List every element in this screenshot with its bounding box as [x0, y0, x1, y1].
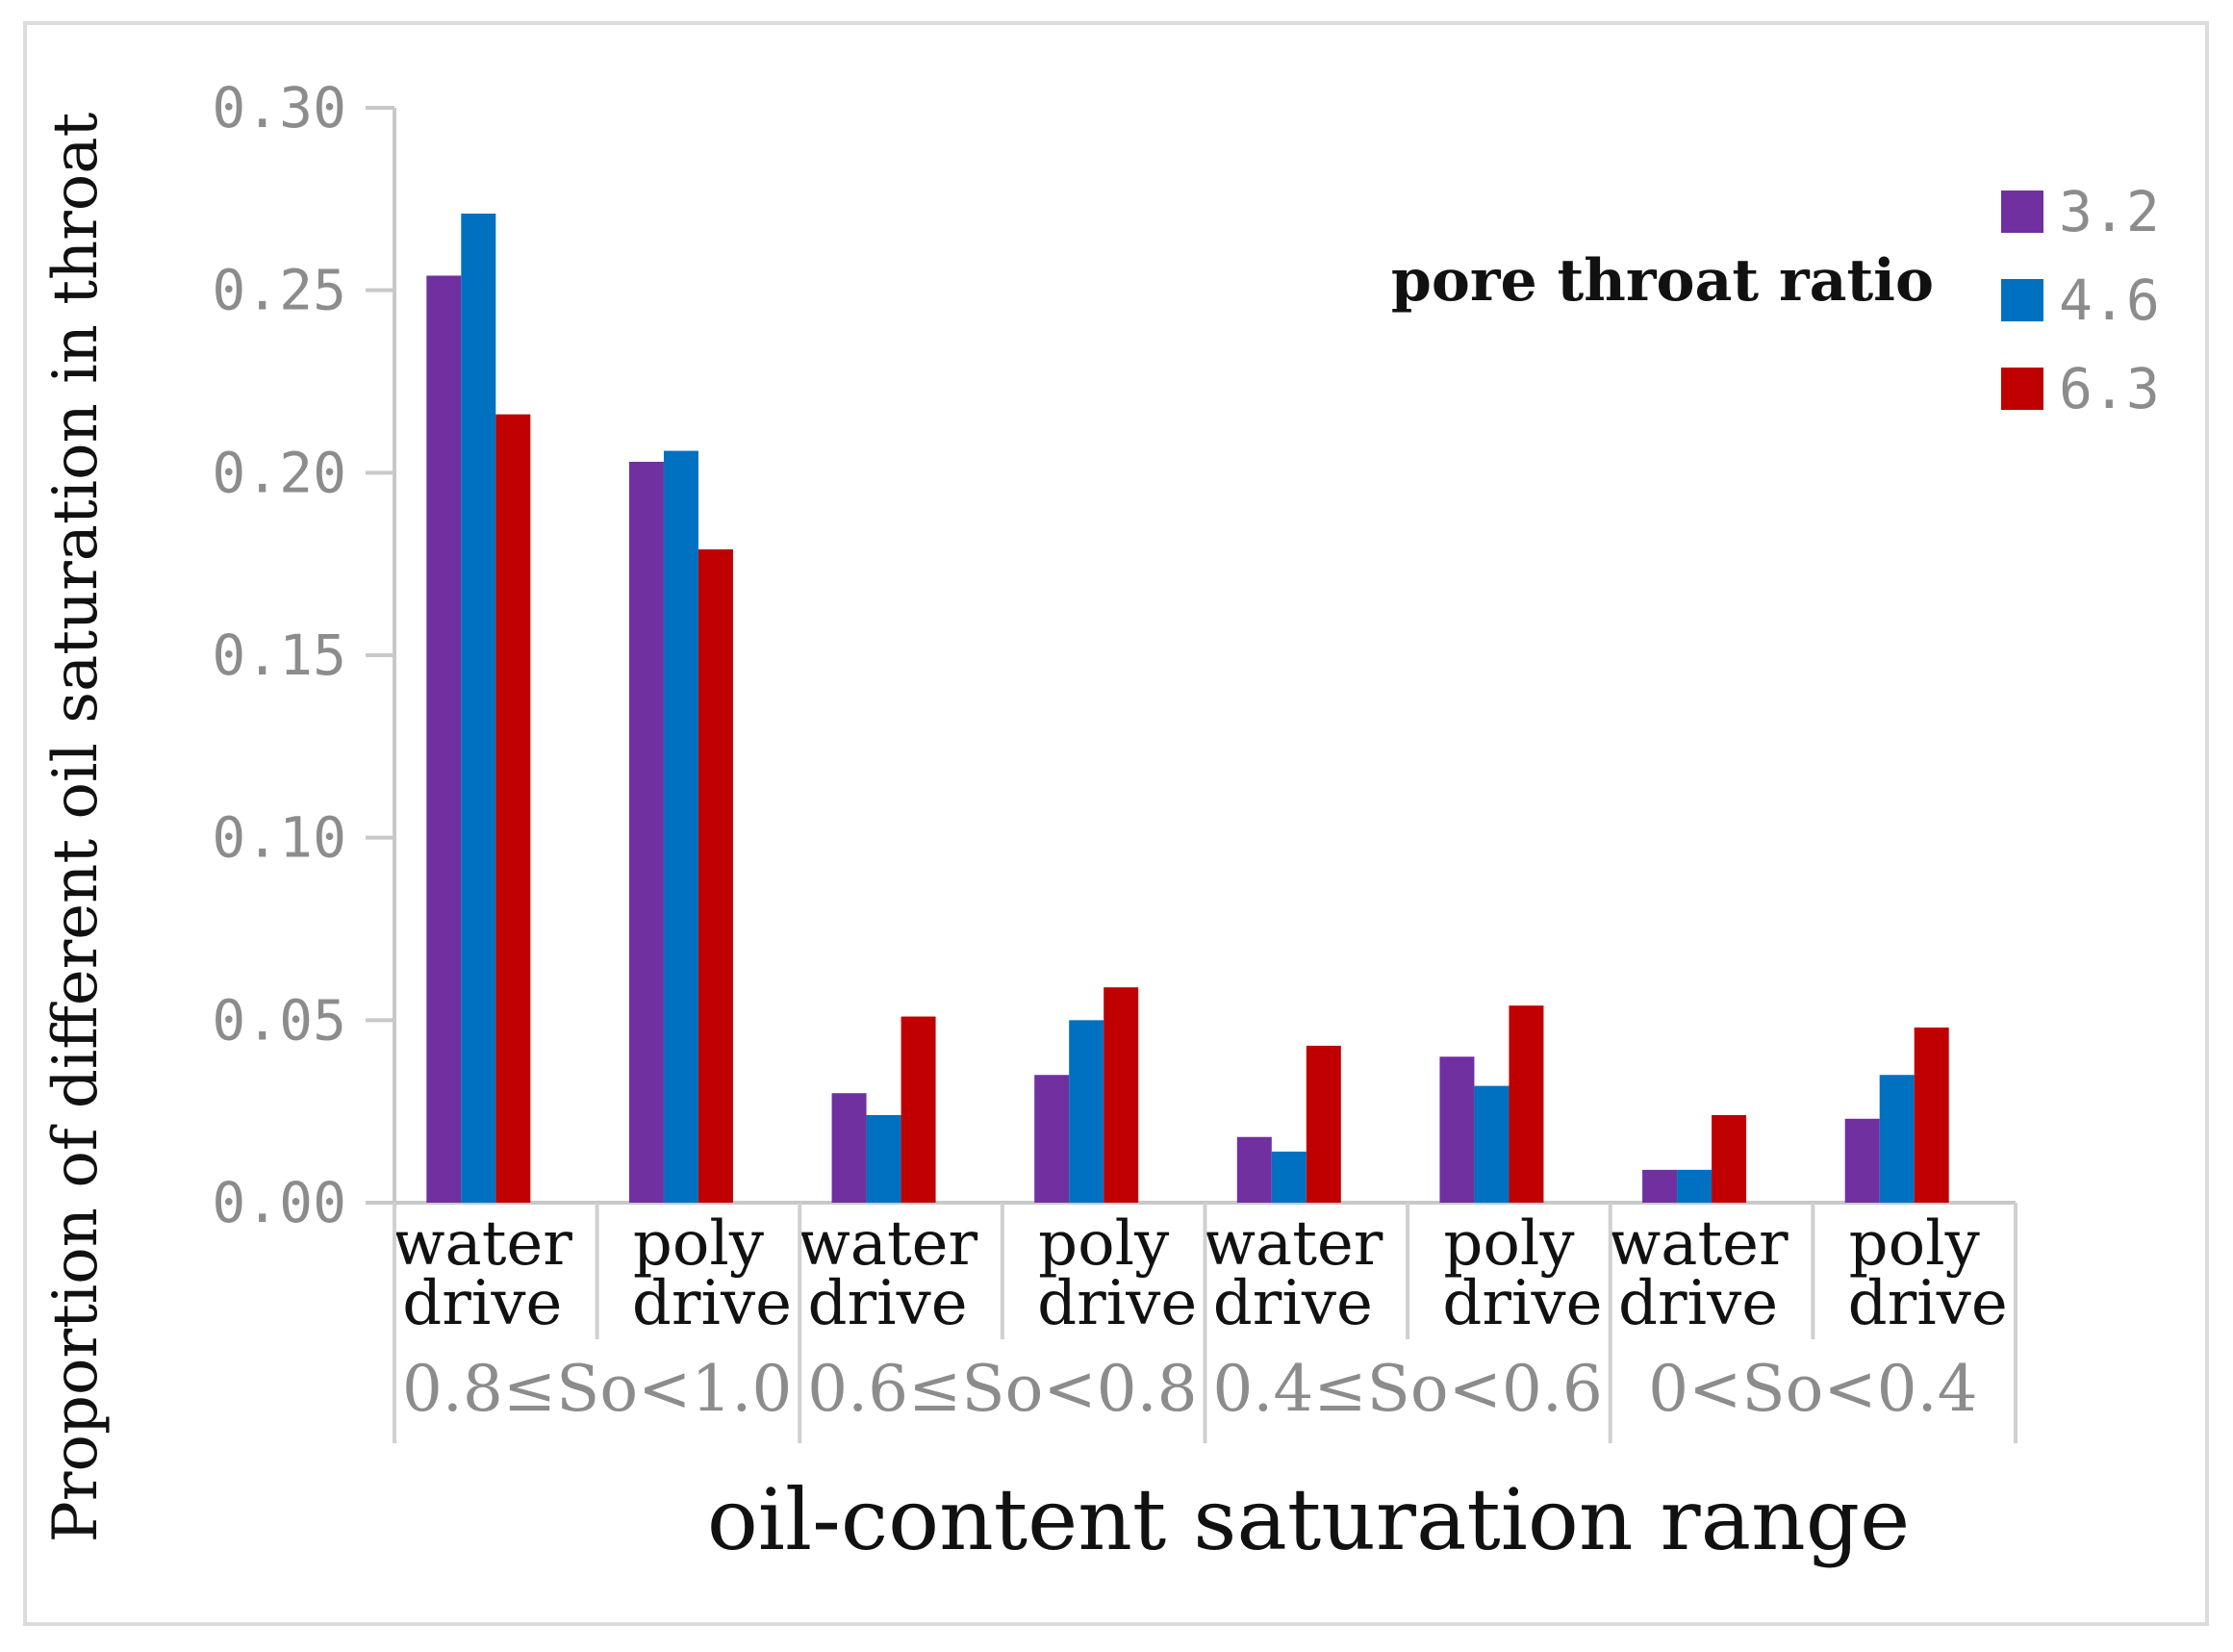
bar: [1914, 1027, 1949, 1203]
category-label-line2: drive: [402, 1268, 562, 1339]
legend-label: 4.6: [2059, 267, 2160, 333]
x-axis-label: oil-content saturation range: [707, 1470, 1910, 1569]
category-label-line2: drive: [1442, 1268, 1602, 1339]
legend-label: 3.2: [2059, 179, 2160, 244]
y-tick-label: 0.00: [212, 1170, 346, 1235]
bar: [1104, 987, 1139, 1203]
bar: [1069, 1020, 1104, 1203]
category-label-line1: water: [393, 1208, 573, 1280]
bar: [866, 1114, 901, 1203]
category-label-line1: poly: [1038, 1208, 1169, 1280]
bar: [1879, 1075, 1915, 1203]
category-label-line1: water: [1203, 1208, 1383, 1280]
category-label-line1: water: [798, 1208, 978, 1280]
bar: [1474, 1085, 1510, 1203]
bar: [901, 1016, 936, 1203]
bar: [1509, 1005, 1544, 1203]
bar: [1677, 1169, 1713, 1203]
bar: [698, 548, 733, 1203]
bar: [1306, 1045, 1341, 1203]
category-label-line1: water: [1609, 1208, 1789, 1280]
category-label-line2: drive: [1618, 1268, 1778, 1339]
y-tick-label: 0.25: [212, 258, 346, 323]
y-tick-label: 0.20: [212, 440, 346, 505]
bar: [1844, 1118, 1880, 1203]
group-label: 0.4≤So<0.6: [1212, 1352, 1602, 1426]
legend-swatch: [2001, 368, 2043, 410]
bar: [663, 450, 698, 1203]
category-label-line2: drive: [1213, 1268, 1373, 1339]
category-label-line1: poly: [1443, 1208, 1574, 1280]
y-tick-label: 0.15: [212, 623, 346, 688]
legend-swatch: [2001, 279, 2043, 321]
bar: [1034, 1075, 1070, 1203]
bar: [426, 275, 462, 1203]
y-tick-label: 0.05: [212, 987, 346, 1053]
legend-title: pore throat ratio: [1391, 247, 1934, 315]
group-label: 0.8≤So<1.0: [402, 1352, 792, 1426]
group-label: 0<So<0.4: [1648, 1352, 1978, 1426]
group-label: 0.6≤So<0.8: [807, 1352, 1197, 1426]
category-label-line2: drive: [632, 1268, 792, 1339]
category-label-line2: drive: [808, 1268, 968, 1339]
y-tick-label: 0.10: [212, 805, 346, 871]
bar: [1712, 1114, 1747, 1203]
bar: [628, 461, 664, 1203]
legend-label: 6.3: [2059, 356, 2160, 421]
bar: [831, 1093, 867, 1203]
bar: [1236, 1136, 1272, 1203]
category-label-line1: poly: [1849, 1208, 1980, 1280]
bar: [1642, 1169, 1678, 1203]
category-label-line1: poly: [633, 1208, 764, 1280]
y-tick-label: 0.30: [212, 75, 346, 140]
bar: [1439, 1056, 1475, 1203]
bar: [1271, 1151, 1307, 1203]
bar: [461, 214, 496, 1203]
bar: [495, 414, 531, 1203]
category-label-line2: drive: [1848, 1268, 2008, 1339]
y-axis-label: Proportion of different oil saturation i…: [40, 113, 112, 1543]
category-label-line2: drive: [1037, 1268, 1197, 1339]
legend-swatch: [2001, 191, 2043, 233]
